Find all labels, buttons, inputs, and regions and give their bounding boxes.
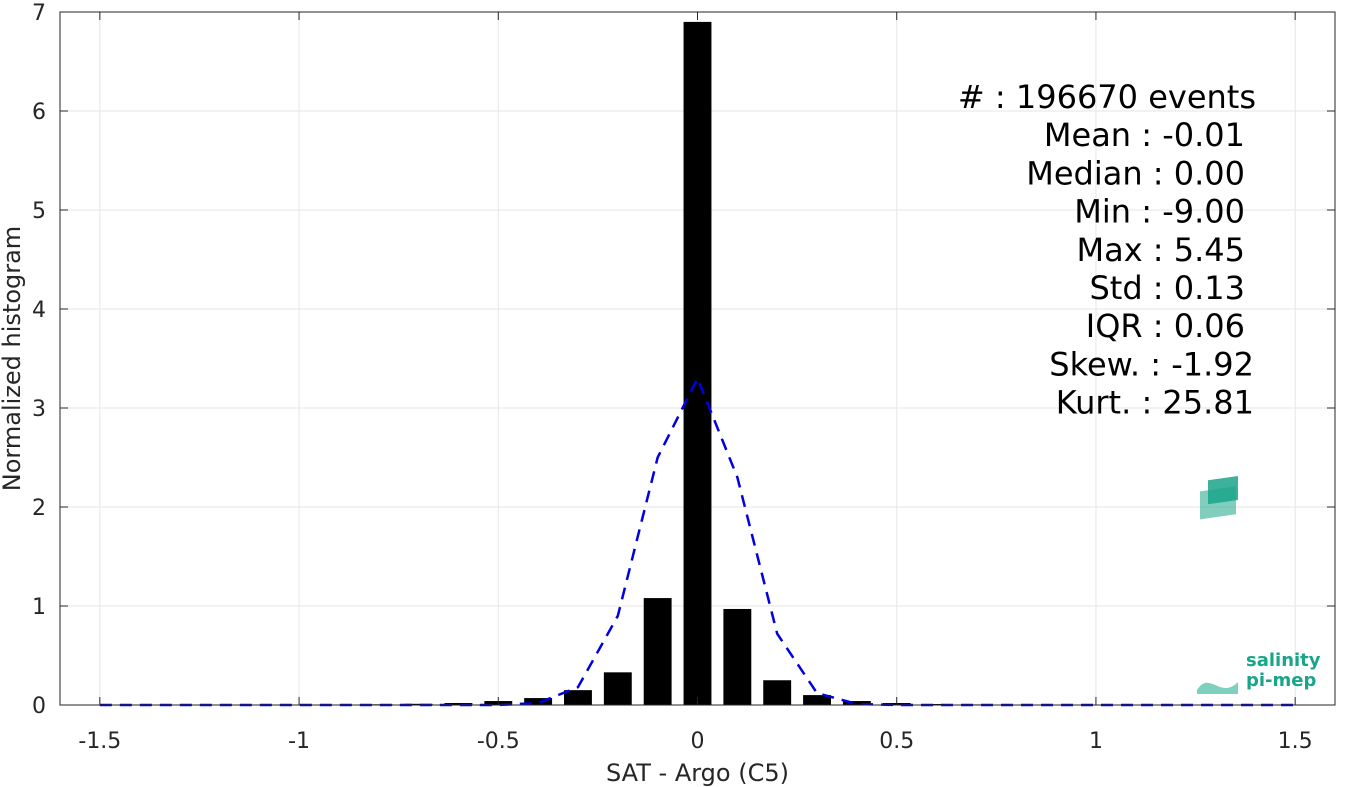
- stats-line: Min : -9.00: [1074, 193, 1245, 231]
- histogram-bar: [603, 672, 632, 705]
- stats-line: Kurt. : 25.81: [1056, 384, 1254, 422]
- y-axis-label: Normalized histogram: [0, 226, 26, 491]
- histogram-bar: [723, 608, 752, 705]
- stats-line: IQR : 0.06: [1086, 307, 1245, 345]
- histogram-bar: [564, 690, 592, 705]
- logo-icon: [1197, 476, 1238, 694]
- salinity-pimep-logo: salinity pi-mep: [1197, 476, 1321, 694]
- y-tick-label: 1: [32, 595, 46, 620]
- stats-line: Median : 0.00: [1026, 154, 1245, 192]
- x-tick-label: 1: [1089, 729, 1103, 754]
- x-tick-label: -1: [288, 729, 310, 754]
- histogram-bar: [763, 680, 792, 705]
- y-tick-label: 6: [32, 100, 46, 125]
- stats-line: Skew. : -1.92: [1049, 345, 1254, 383]
- histogram-bar: [803, 695, 831, 705]
- bars: [85, 21, 1310, 705]
- x-tick-label: 1.5: [1278, 729, 1313, 754]
- stats-line: # : 196670 events: [958, 78, 1256, 116]
- histogram-bar: [683, 21, 712, 705]
- x-axis-label: SAT - Argo (C5): [606, 759, 789, 787]
- stats-line: Max : 5.45: [1076, 231, 1245, 269]
- stats-line: Std : 0.13: [1089, 269, 1245, 307]
- histogram-bar: [643, 598, 672, 705]
- logo-line2: pi-mep: [1246, 670, 1316, 691]
- x-tick-label: 0: [691, 729, 705, 754]
- x-tick-label: 0.5: [879, 729, 914, 754]
- y-tick-label: 2: [32, 496, 46, 521]
- y-tick-label: 3: [32, 397, 46, 422]
- histogram-bar: [842, 701, 871, 705]
- histogram-bar: [404, 703, 433, 705]
- x-tick-label: -0.5: [477, 729, 520, 754]
- logo-line1: salinity: [1246, 650, 1321, 671]
- y-tick-label: 4: [32, 298, 46, 323]
- ticks: [60, 11, 1335, 706]
- x-tick-labels: -1.5 -1 -0.5 0 0.5 1 1.5: [78, 729, 1312, 754]
- x-tick-label: -1.5: [78, 729, 121, 754]
- histogram-bar: [524, 698, 553, 705]
- histogram-bar: [444, 703, 473, 705]
- y-tick-labels: 0 1 2 3 4 5 6 7: [32, 1, 46, 719]
- stats-line: Mean : -0.01: [1044, 116, 1245, 154]
- y-tick-label: 0: [32, 694, 46, 719]
- y-tick-label: 5: [32, 199, 46, 224]
- y-tick-label: 7: [32, 1, 46, 26]
